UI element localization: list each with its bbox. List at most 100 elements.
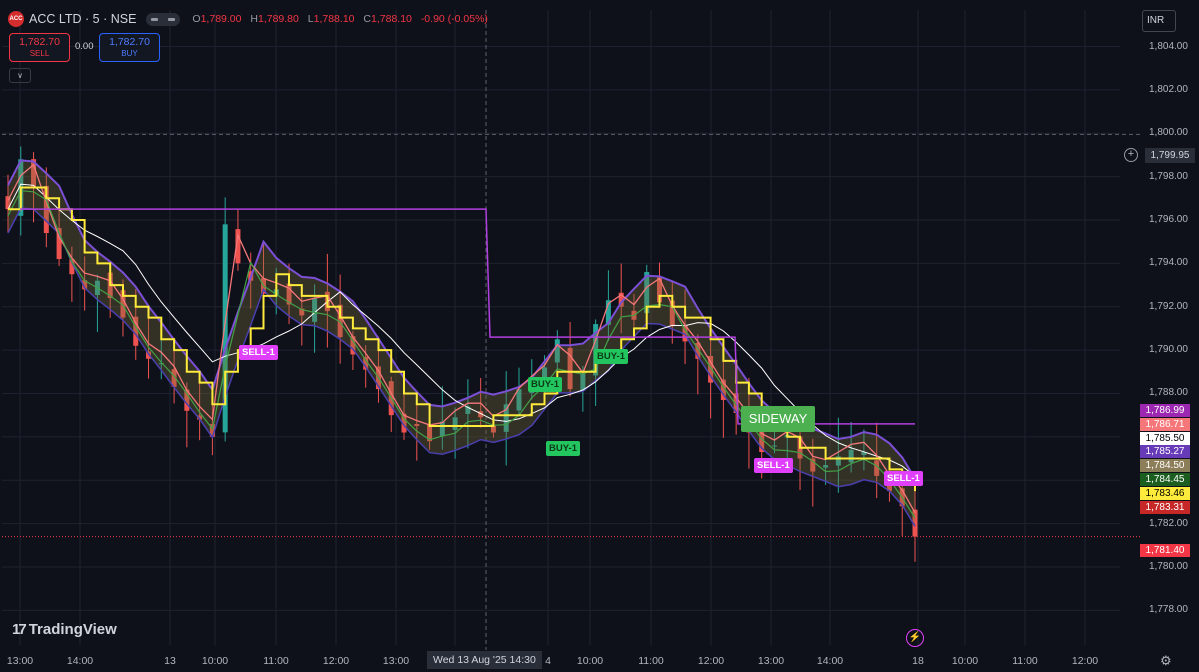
- time-tick-label: 11:00: [638, 655, 664, 667]
- indicator-value-label: 1,784.45: [1140, 473, 1190, 486]
- currency-selector[interactable]: INR: [1142, 10, 1176, 32]
- indicator-value-label: 1,784.50: [1140, 459, 1190, 473]
- sell-signal-label: SELL-1: [754, 458, 793, 473]
- candle-body: [567, 347, 573, 390]
- trend-step-line: [8, 186, 916, 492]
- price-tick-label: 1,794.00: [1149, 257, 1188, 269]
- candle-body: [503, 404, 509, 432]
- candle-body: [682, 325, 688, 342]
- candle-body: [771, 445, 777, 447]
- indicator-value-label: 1,785.50: [1140, 431, 1190, 445]
- low-value: 1,788.10: [313, 13, 355, 25]
- candle-body: [542, 367, 548, 383]
- sell-price: 1,782.70: [19, 36, 60, 48]
- candle-body: [708, 355, 714, 383]
- high-value: 1,789.80: [257, 13, 299, 25]
- candle-body: [516, 389, 522, 411]
- time-tick-label: 12:00: [1071, 655, 1099, 667]
- candle-body: [184, 389, 190, 411]
- candle-body: [554, 339, 560, 363]
- sell-button[interactable]: 1,782.70 SELL: [9, 33, 70, 62]
- candle-body: [912, 509, 918, 537]
- candle-body: [733, 393, 739, 413]
- price-tick-label: 1,796.00: [1149, 214, 1188, 225]
- time-tick-label: 10:00: [201, 655, 229, 667]
- chevron-down-icon[interactable]: ∨: [9, 68, 31, 83]
- candle-body: [861, 452, 867, 456]
- candle-body: [720, 379, 726, 400]
- gear-icon[interactable]: ⚙: [1160, 653, 1172, 668]
- sell-label: SELL: [29, 49, 50, 58]
- add-alert-icon[interactable]: +: [1124, 148, 1138, 162]
- ohlc-readout: O1,789.00 H1,789.80 L1,788.10 C1,788.10 …: [192, 13, 488, 25]
- candle-body: [465, 406, 471, 414]
- time-tick-label: 13: [164, 655, 176, 667]
- price-tick-label: 1,780.00: [1149, 560, 1188, 572]
- candle-body: [644, 272, 650, 314]
- candle-body: [874, 460, 880, 476]
- symbol-title[interactable]: ACC LTD · 5 · NSE: [29, 12, 137, 26]
- time-tick-label: 13:00: [757, 655, 785, 667]
- candle-body: [120, 290, 126, 318]
- crosshair-time-label: Wed 13 Aug '25 14:30: [427, 651, 542, 669]
- buy-signal-label: BUY-1: [528, 377, 562, 392]
- candle-body: [759, 431, 765, 453]
- candle-body: [835, 456, 841, 466]
- crosshair-price-label: 1,799.95: [1145, 148, 1195, 163]
- indicator-value-label: 1,781.40: [1140, 544, 1190, 557]
- candle-body: [363, 356, 369, 370]
- candle-body: [222, 224, 228, 433]
- candle-body: [133, 316, 139, 346]
- candle-body: [823, 465, 829, 468]
- candle-body: [605, 300, 611, 325]
- candle-body: [427, 424, 433, 442]
- time-tick-label: 18: [912, 655, 924, 667]
- price-tick-label: 1,798.00: [1149, 170, 1188, 182]
- candle-body: [82, 280, 88, 290]
- price-tick-label: 1,792.00: [1149, 300, 1188, 312]
- candle-body: [337, 304, 343, 338]
- indicator-value-label: 1,786.99: [1140, 404, 1190, 417]
- candle-body: [31, 159, 37, 188]
- sell-signal-label: SELL-1: [884, 471, 923, 486]
- brand-name: TradingView: [28, 621, 117, 638]
- price-tick-label: 1,778.00: [1149, 604, 1188, 616]
- indicator-value-label: 1,786.71: [1140, 417, 1190, 431]
- candle-body: [158, 363, 164, 365]
- time-tick-label: 10:00: [951, 655, 979, 667]
- candle-body: [235, 229, 241, 264]
- tradingview-logo[interactable]: 17 TradingView: [12, 621, 117, 638]
- sell-signal-label: SELL-1: [239, 345, 278, 360]
- candle-body: [695, 342, 701, 359]
- time-tick-label: 10:00: [576, 655, 604, 667]
- symbol-logo: ACC: [8, 11, 24, 27]
- spread-value: 0.00: [75, 41, 94, 52]
- time-tick-label: 14:00: [816, 655, 844, 667]
- buy-price: 1,782.70: [109, 36, 150, 48]
- time-tick-label: 13:00: [382, 655, 410, 667]
- indicator-value-label: 1,783.31: [1140, 500, 1190, 514]
- candle-body: [810, 458, 816, 472]
- indicator-value-label: 1,785.27: [1140, 445, 1190, 459]
- green-ma-line: [7, 190, 916, 519]
- time-tick-label: 4: [545, 655, 551, 667]
- candle-body: [312, 298, 318, 322]
- time-tick-label: 12:00: [697, 655, 725, 667]
- buy-button[interactable]: 1,782.70 BUY: [99, 33, 160, 62]
- buy-signal-label: BUY-1: [546, 441, 580, 456]
- candle-body: [580, 373, 586, 391]
- candle-body: [56, 228, 62, 260]
- time-tick-label: 11:00: [1012, 655, 1038, 667]
- time-tick-label: 14:00: [66, 655, 94, 667]
- time-tick-label: 12:00: [322, 655, 350, 667]
- candle-body: [69, 259, 75, 275]
- fast-ma-line: [7, 163, 916, 514]
- price-tick-label: 1,804.00: [1149, 40, 1188, 52]
- legend-toggle[interactable]: [146, 12, 181, 26]
- bolt-icon[interactable]: ⚡: [906, 629, 924, 647]
- candle-body: [209, 424, 215, 437]
- candle-body: [286, 283, 292, 305]
- price-tick-label: 1,790.00: [1149, 344, 1188, 356]
